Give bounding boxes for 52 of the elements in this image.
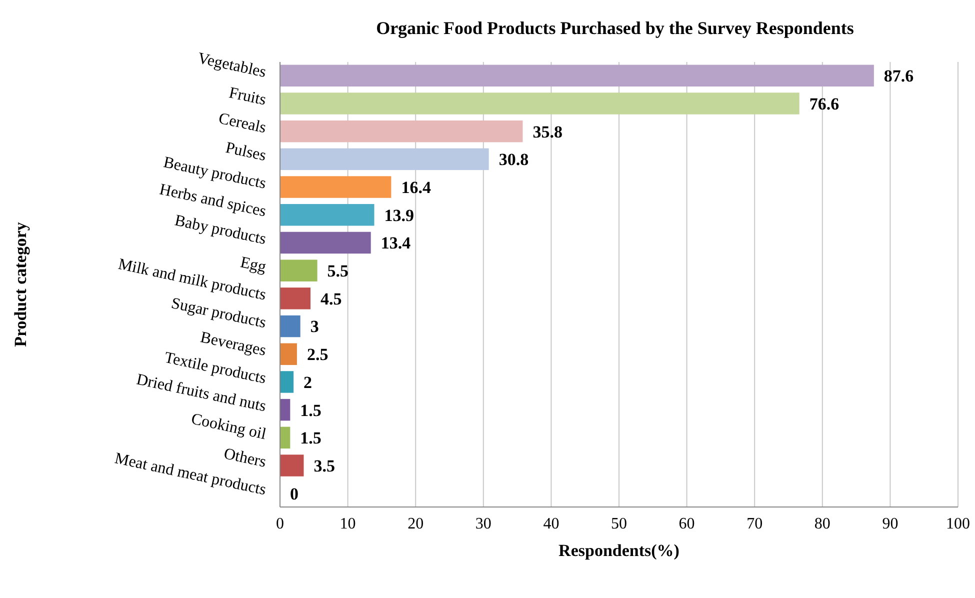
bar [280,288,311,310]
data-label: 2 [304,372,312,392]
x-tick-label: 50 [611,515,627,532]
data-label: 1.5 [300,400,322,420]
data-label: 3 [310,317,319,336]
y-tick-label: Vegetables [196,50,268,82]
y-tick-label: Cooking oil [190,410,268,444]
y-tick-label: Fruits [227,84,268,109]
x-tick-label: 100 [946,515,970,532]
bar [280,398,290,421]
x-tick-label: 20 [408,515,424,532]
bar [280,260,318,282]
bar [280,204,374,226]
bar [280,232,371,254]
x-tick-label: 60 [678,515,695,532]
x-tick-label: 40 [543,515,560,532]
y-tick-label: Cereals [217,110,268,137]
bar [280,92,800,114]
y-tick-label: Others [222,445,268,471]
x-tick-label: 70 [746,515,763,532]
bar [280,371,294,393]
bar [280,454,304,476]
data-label: 0 [290,484,298,504]
data-label: 76.6 [809,94,840,114]
y-tick-label: Pulses [224,139,268,165]
chart-title: Organic Food Products Purchased by the Survey Respondents [376,18,854,38]
data-label: 5.5 [327,262,349,281]
data-label: 16.4 [401,178,432,197]
y-tick-label: Egg [238,254,268,276]
x-tick-label: 0 [276,515,284,532]
bar [280,148,489,170]
bar [280,315,300,338]
data-label: 30.8 [498,150,529,170]
bar [280,64,874,87]
bar [280,176,392,198]
data-label: 4.5 [320,289,342,308]
bar [280,343,297,365]
x-tick-label: 30 [475,515,492,532]
y-axis-title: Product category [11,222,30,347]
x-tick-label: 10 [340,515,356,532]
x-tick-label: 90 [882,515,898,532]
x-tick-label: 80 [814,515,830,532]
data-label: 13.4 [380,234,412,253]
bar [280,120,523,142]
x-axis-title: Respondents(%) [558,541,680,560]
data-label: 35.8 [532,122,562,142]
data-label: 87.6 [884,66,914,86]
data-label: 3.5 [314,456,335,476]
data-label: 13.9 [384,206,414,225]
data-label: 2.5 [306,345,328,364]
bar [280,426,290,449]
data-label: 1.5 [300,428,322,448]
